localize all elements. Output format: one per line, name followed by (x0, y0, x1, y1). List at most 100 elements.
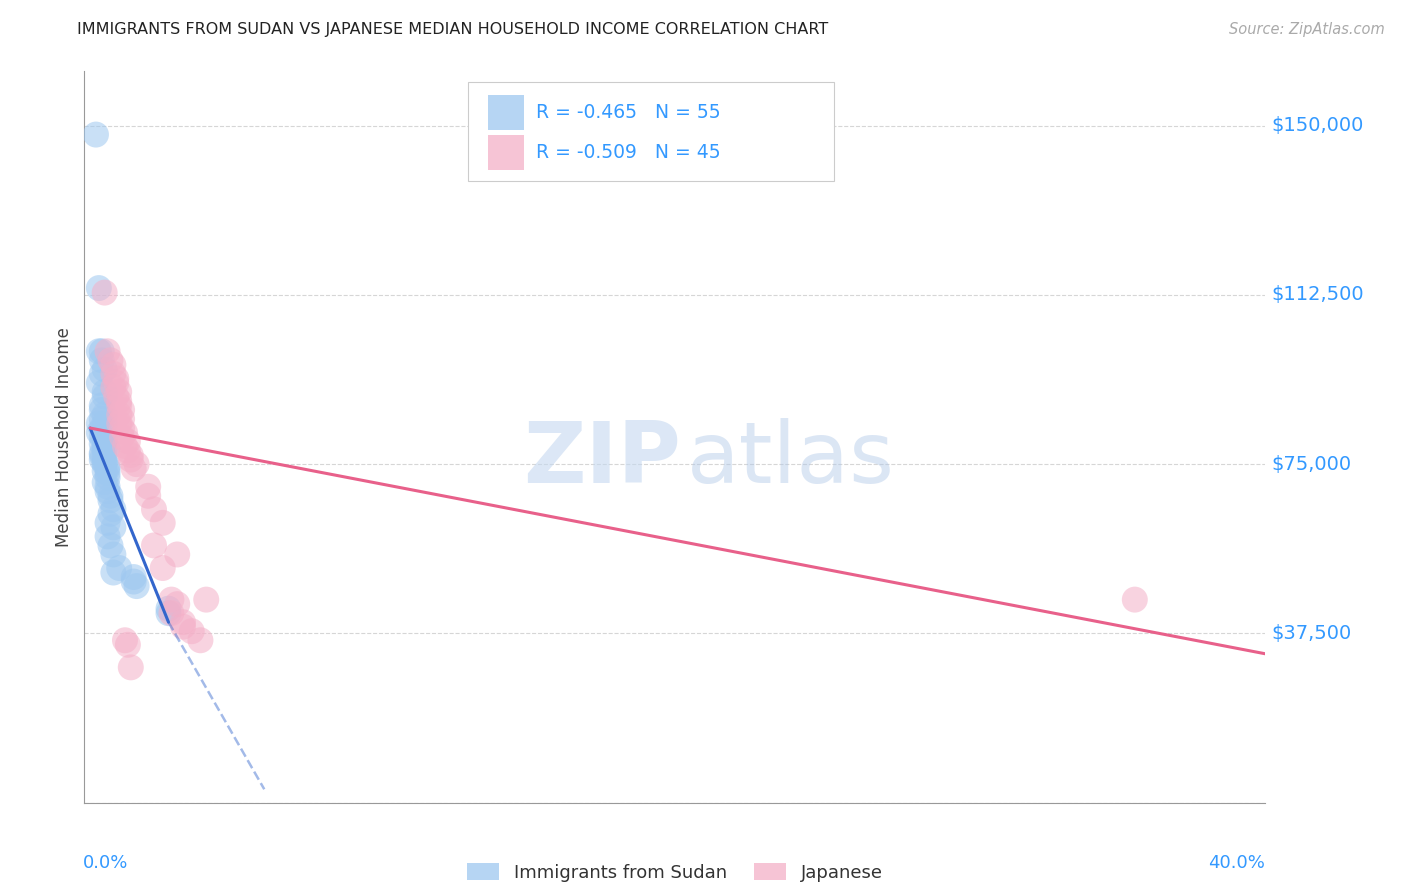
Bar (488, 135, 523, 170)
Point (172, 620, 194, 634)
Point (114, 633, 136, 648)
Text: 0.0%: 0.0% (83, 854, 128, 872)
Point (105, 371, 128, 385)
Point (117, 443, 139, 458)
Text: R = -0.509   N = 45: R = -0.509 N = 45 (536, 143, 720, 162)
Point (97, 529, 120, 543)
Point (152, 561, 174, 575)
Point (143, 538, 166, 552)
Point (90, 437, 112, 451)
Point (172, 615, 194, 630)
Point (97, 344, 120, 359)
Point (90, 430, 112, 444)
Point (87, 417, 110, 431)
Point (105, 389, 128, 403)
Point (93, 285, 115, 300)
Point (87, 344, 110, 359)
Point (93, 433, 115, 447)
Point (103, 380, 125, 394)
Point (108, 394, 131, 409)
Point (157, 601, 180, 615)
Point (111, 421, 134, 435)
Point (93, 457, 115, 471)
Point (97, 484, 120, 499)
Point (111, 412, 134, 426)
Point (93, 450, 115, 465)
Point (90, 399, 112, 413)
Point (152, 516, 174, 530)
Text: IMMIGRANTS FROM SUDAN VS JAPANESE MEDIAN HOUSEHOLD INCOME CORRELATION CHART: IMMIGRANTS FROM SUDAN VS JAPANESE MEDIAN… (77, 22, 828, 37)
Point (87, 281, 110, 295)
Point (90, 344, 112, 359)
Point (136, 480, 159, 494)
Point (93, 455, 115, 469)
Point (93, 384, 115, 399)
Point (97, 516, 120, 530)
Point (111, 430, 134, 444)
Point (90, 421, 112, 435)
Point (122, 570, 145, 584)
Point (108, 417, 131, 431)
Point (100, 489, 122, 503)
Bar (488, 95, 523, 130)
Point (100, 493, 122, 508)
Text: 40.0%: 40.0% (1209, 854, 1265, 872)
Point (120, 452, 142, 467)
Point (87, 425, 110, 440)
Point (1123, 592, 1146, 607)
FancyBboxPatch shape (468, 82, 834, 181)
Point (166, 597, 188, 611)
Point (100, 538, 122, 552)
Point (100, 507, 122, 521)
Point (136, 489, 159, 503)
Point (114, 425, 136, 440)
Point (93, 443, 115, 458)
Text: atlas: atlas (686, 417, 894, 500)
Point (87, 376, 110, 390)
Text: $37,500: $37,500 (1271, 624, 1351, 643)
Point (143, 502, 166, 516)
Point (97, 442, 120, 456)
Point (166, 548, 188, 562)
Point (122, 574, 145, 589)
Point (93, 439, 115, 453)
Y-axis label: Median Household Income: Median Household Income (55, 327, 73, 547)
Text: Source: ZipAtlas.com: Source: ZipAtlas.com (1229, 22, 1385, 37)
Point (195, 592, 218, 607)
Point (103, 548, 125, 562)
Point (93, 417, 115, 431)
Point (90, 353, 112, 368)
Point (120, 448, 142, 462)
Point (125, 457, 148, 471)
Legend: Immigrants from Sudan, Japanese: Immigrants from Sudan, Japanese (460, 855, 890, 888)
Point (190, 633, 212, 648)
Point (122, 461, 145, 475)
Point (90, 448, 112, 462)
Point (157, 606, 180, 620)
Point (90, 412, 112, 426)
Point (97, 471, 120, 485)
Point (103, 566, 125, 580)
Point (108, 384, 131, 399)
Point (93, 362, 115, 376)
Point (120, 660, 142, 674)
Point (180, 624, 202, 639)
Point (97, 466, 120, 480)
Point (93, 464, 115, 478)
Point (100, 353, 122, 368)
Point (103, 502, 125, 516)
Point (90, 367, 112, 381)
Point (84, 128, 107, 142)
Text: $150,000: $150,000 (1271, 116, 1364, 135)
Point (93, 475, 115, 490)
Point (93, 389, 115, 403)
Point (111, 403, 134, 417)
Point (117, 638, 139, 652)
Point (103, 367, 125, 381)
Point (125, 579, 148, 593)
Point (93, 434, 115, 449)
Point (105, 376, 128, 390)
Point (160, 606, 183, 620)
Point (97, 459, 120, 474)
Point (117, 434, 139, 449)
